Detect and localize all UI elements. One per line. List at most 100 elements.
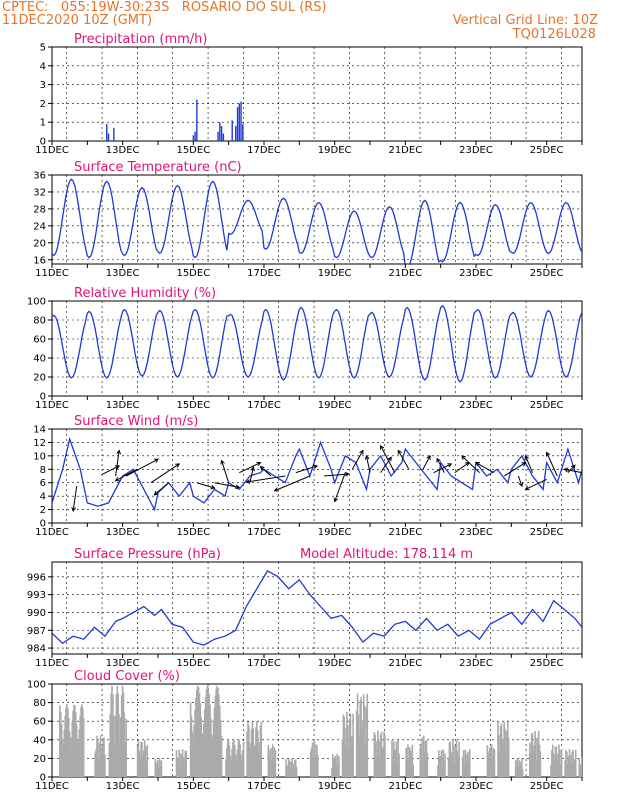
cloud-bar: [241, 761, 243, 777]
cloud-bar: [362, 720, 364, 777]
cloud-bar: [364, 745, 367, 777]
x-tick-label: 13DEC: [106, 527, 140, 538]
cloud-bar: [286, 764, 289, 777]
wind-arrowhead: [175, 463, 181, 468]
x-tick-label: 17DEC: [247, 527, 281, 538]
cloud-bar: [360, 696, 362, 777]
cloud-bar: [269, 749, 271, 777]
cloud-bar: [290, 761, 293, 777]
cloud-bar: [564, 760, 566, 777]
cloud-bar: [309, 751, 312, 777]
wind-arrowhead: [461, 455, 466, 460]
cloud-bar: [137, 739, 140, 777]
wind-arrowhead: [359, 449, 364, 455]
cloud-bar: [395, 741, 398, 777]
cloud-bar: [175, 750, 178, 777]
x-tick-label: 25DEC: [530, 145, 564, 156]
y-tick-label: 4: [40, 492, 46, 503]
wind-arrowhead: [344, 471, 350, 477]
cloud-bar: [539, 751, 542, 777]
x-tick-label: 23DEC: [459, 400, 493, 411]
cloud-bar: [178, 749, 180, 777]
cloud-bar: [267, 744, 270, 777]
panel-title: Cloud Cover (%): [74, 669, 180, 684]
panel-1: 16 20 24 28 32 36 11DEC 13DEC 15DEC 17DEC 19DEC 21D…: [33, 160, 583, 279]
panel-2: 0 20 40 60 80 100 11DEC 13DEC 15DEC 17DEC 19DEC 21D…: [27, 286, 583, 411]
x-tick-label: 19DEC: [318, 527, 352, 538]
y-tick-label: 40: [33, 735, 46, 746]
cloud-bar: [438, 750, 440, 777]
wind-vector: [546, 452, 558, 477]
cloud-bar: [422, 758, 424, 777]
cloud-bar: [216, 685, 218, 777]
cloud-bar: [453, 745, 455, 777]
cloud-bar: [453, 763, 456, 777]
x-tick-label: 21DEC: [388, 781, 422, 792]
cloud-bar: [366, 693, 369, 777]
y-tick-label: 987: [27, 626, 46, 637]
cloud-bar: [237, 741, 240, 777]
y-tick-label: 20: [33, 373, 46, 384]
cloud-bar: [274, 750, 277, 777]
x-tick-label: 21DEC: [388, 145, 422, 156]
cloud-bar: [110, 693, 112, 777]
wind-vector: [525, 455, 533, 473]
cloud-bar: [247, 721, 249, 777]
wind-vector: [517, 475, 523, 487]
cloud-bar: [109, 714, 112, 777]
cloud-bar: [182, 757, 185, 777]
cloud-bar: [228, 745, 231, 777]
x-tick-label: 11DEC: [35, 781, 69, 792]
cloud-bar: [533, 745, 536, 777]
cloud-bar: [345, 728, 347, 777]
y-tick-label: 24: [33, 221, 46, 232]
cloud-bar: [439, 756, 442, 777]
cloud-bar: [550, 764, 552, 777]
wind-vector: [475, 462, 494, 474]
cloud-bar: [292, 763, 294, 777]
cloud-bar: [229, 755, 232, 777]
cloud-bar: [123, 712, 126, 777]
cloud-bar: [218, 705, 221, 777]
cloud-bar: [219, 719, 222, 777]
cloud-bar: [567, 755, 570, 777]
x-tick-label: 17DEC: [247, 400, 281, 411]
cloud-bar: [104, 754, 106, 777]
cloud-bar: [530, 733, 533, 777]
cloud-bar: [241, 750, 244, 777]
cloud-bar: [361, 729, 363, 777]
cloud-bar: [375, 755, 377, 777]
panel-annotation: Model Altitude: 178.114 m: [300, 547, 473, 562]
cloud-bar: [78, 729, 81, 777]
cloud-bar: [286, 765, 288, 777]
cloud-bar: [293, 767, 295, 777]
cloud-bar: [565, 750, 567, 777]
cloud-bar: [343, 717, 346, 777]
cloud-bar: [555, 746, 558, 777]
cloud-bar: [317, 754, 319, 777]
wind-arrowhead: [114, 477, 120, 482]
cloud-bar: [253, 746, 255, 777]
cloud-bar: [120, 717, 122, 777]
cloud-bar: [559, 750, 561, 777]
cloud-bar: [205, 689, 208, 777]
wind-arrowhead: [524, 454, 529, 460]
cloud-bar: [251, 721, 254, 777]
cloud-bar: [294, 759, 297, 777]
y-tick-label: 990: [27, 608, 46, 619]
cloud-bar: [285, 759, 287, 777]
cloud-bar: [201, 732, 203, 777]
wind-vector: [436, 458, 445, 473]
cloud-bar: [337, 764, 339, 777]
cloud-bar: [81, 704, 83, 777]
wind-vector: [115, 450, 120, 477]
cloud-bar: [391, 740, 393, 777]
cloud-bar: [452, 740, 454, 777]
cloud-bar: [537, 730, 540, 777]
x-tick-label: 25DEC: [530, 527, 564, 538]
cloud-bar: [407, 744, 409, 777]
cloud-bar: [333, 758, 336, 777]
wind-arrowhead: [333, 497, 339, 503]
cloud-bar: [213, 707, 216, 777]
